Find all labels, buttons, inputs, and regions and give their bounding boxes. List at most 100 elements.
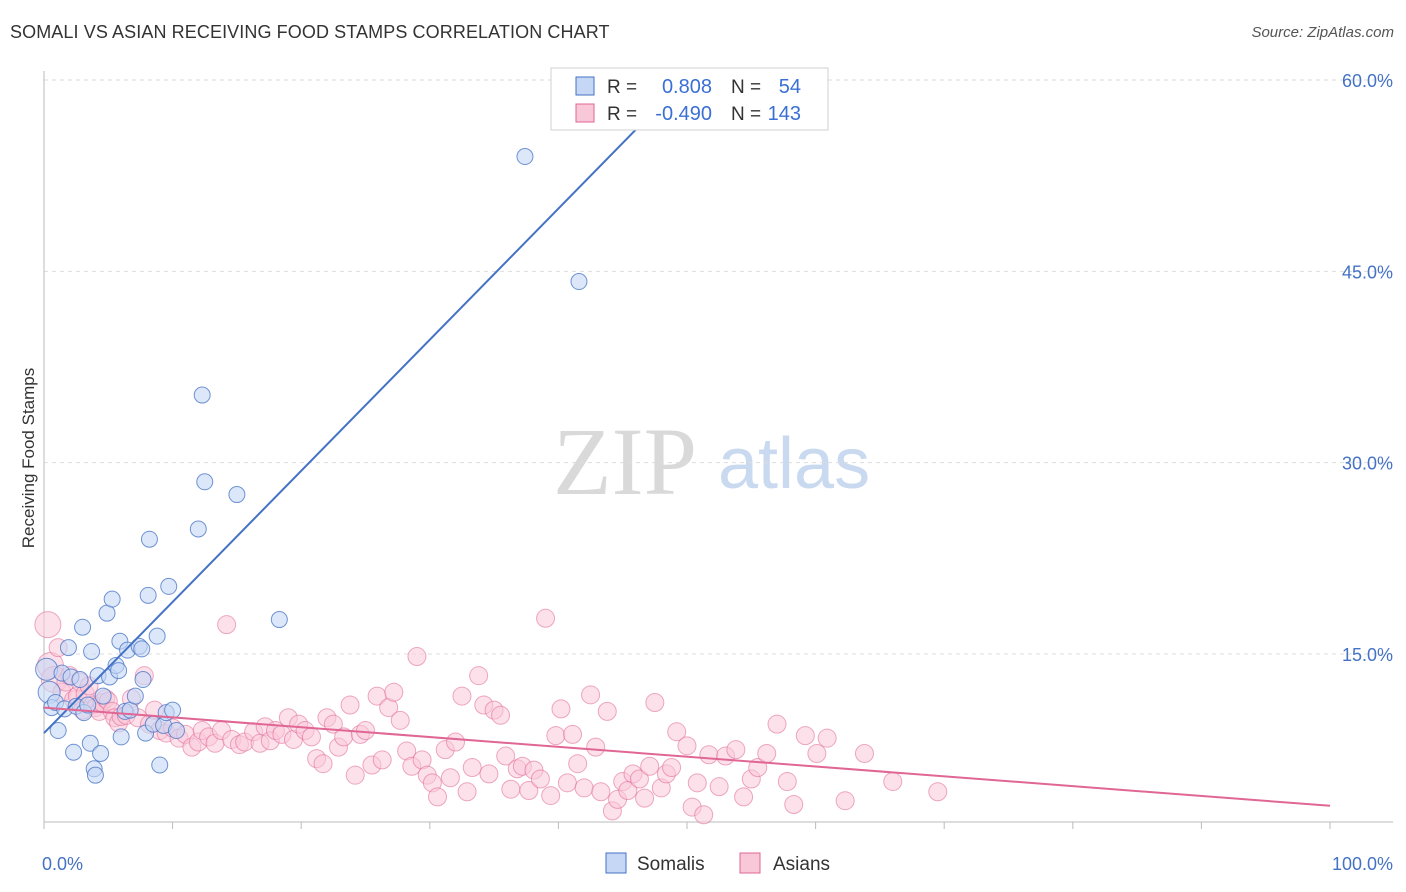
asians-point (777, 772, 797, 792)
somalis-point (167, 722, 185, 740)
asians-r-value: -0.490 (655, 103, 712, 125)
asians-point (928, 782, 948, 802)
gridlines (44, 79, 1393, 655)
asians-point (835, 791, 855, 811)
stats-legend: R = 0.808 N = 54 R = -0.490 N = 143 (550, 67, 829, 131)
asians-point (687, 773, 707, 793)
asians-point (854, 743, 874, 763)
asians-trend-line (43, 706, 1331, 807)
asians-legend-swatch (575, 103, 595, 123)
somalis-point (79, 696, 97, 714)
asians-point (446, 732, 466, 752)
asians-point (629, 769, 649, 789)
somalis-point (189, 520, 207, 538)
asians-point (469, 666, 489, 686)
asians-point (784, 795, 804, 815)
watermark-zip: ZIP (553, 408, 697, 515)
somalis-n-label: N = (731, 77, 761, 98)
somalis-r-label: R = (607, 77, 637, 98)
somalis-trend-line (43, 76, 688, 734)
y-axis-title: Receiving Food Stamps (19, 368, 38, 548)
asians-point (536, 608, 556, 628)
asians-points (34, 608, 948, 825)
somalis-point (81, 734, 99, 752)
asians-point (372, 750, 392, 770)
stats-legend-box (550, 67, 829, 131)
asians-point (694, 805, 714, 825)
somalis-points (35, 148, 588, 784)
watermark-atlas: atlas (718, 424, 870, 504)
asians-point (635, 788, 655, 808)
asians-point (462, 758, 482, 778)
asians-point (767, 714, 787, 734)
asians-point (491, 705, 511, 725)
somalis-point (94, 687, 112, 705)
asians-point (34, 611, 62, 639)
asians-point (356, 721, 375, 741)
somalis-point (112, 728, 130, 746)
somalis-point (516, 148, 534, 166)
asians-point (557, 773, 577, 793)
y-tick-label: 15.0% (1342, 645, 1393, 665)
asians-point (563, 724, 583, 744)
asians-point (452, 686, 472, 706)
somalis-point (570, 273, 588, 291)
asians-point (440, 768, 460, 788)
asians-point (428, 787, 448, 807)
asians-point (591, 782, 611, 802)
asians-point (551, 699, 571, 719)
somalis-point (49, 722, 67, 740)
somalis-point (35, 657, 59, 681)
x-tick-label-min: 0.0% (42, 854, 83, 874)
somalis-point (160, 577, 178, 595)
somalis-point (134, 671, 152, 689)
asians-series-label: Asians (773, 854, 830, 875)
asians-point (597, 701, 617, 721)
asians-point (407, 647, 427, 667)
asians-point (384, 682, 404, 702)
source-credit: Source: ZipAtlas.com (1251, 24, 1394, 41)
asians-point (677, 736, 697, 756)
asians-point (709, 777, 729, 797)
asians-r-label: R = (607, 104, 637, 125)
asians-point (345, 765, 365, 785)
somalis-point (270, 611, 288, 629)
somalis-series-swatch (605, 852, 627, 874)
somalis-point (71, 671, 89, 689)
asians-point (734, 787, 754, 807)
asians-point (667, 722, 687, 742)
somalis-point (151, 756, 169, 774)
somalis-r-value: 0.808 (662, 76, 712, 98)
asians-point (568, 754, 588, 774)
somalis-point (193, 386, 211, 404)
asians-point (457, 782, 477, 802)
series-legend: Somalis Asians (605, 852, 830, 875)
asians-point (313, 754, 333, 774)
asians-point (581, 685, 601, 705)
asians-point (699, 745, 719, 765)
somalis-point (139, 586, 157, 604)
asians-point (817, 728, 837, 748)
somalis-point (103, 590, 121, 608)
chart-title: SOMALI VS ASIAN RECEIVING FOOD STAMPS CO… (10, 22, 610, 42)
asians-point (883, 772, 903, 792)
y-tick-label: 60.0% (1342, 71, 1393, 91)
asians-point (496, 746, 516, 766)
asians-point (340, 695, 360, 715)
somalis-point (110, 662, 128, 680)
asians-point (586, 737, 606, 757)
somalis-legend-swatch (575, 76, 595, 96)
somalis-point (92, 744, 110, 762)
asians-point (530, 769, 550, 789)
asians-point (645, 692, 665, 712)
somalis-point (148, 627, 166, 645)
somalis-point (65, 743, 83, 761)
asians-point (807, 743, 827, 763)
x-tick-label-max: 100.0% (1332, 854, 1393, 874)
asians-point (662, 758, 682, 778)
somalis-point (86, 766, 104, 784)
asians-point (390, 710, 410, 730)
asians-point (726, 740, 746, 760)
asians-point (574, 778, 594, 798)
